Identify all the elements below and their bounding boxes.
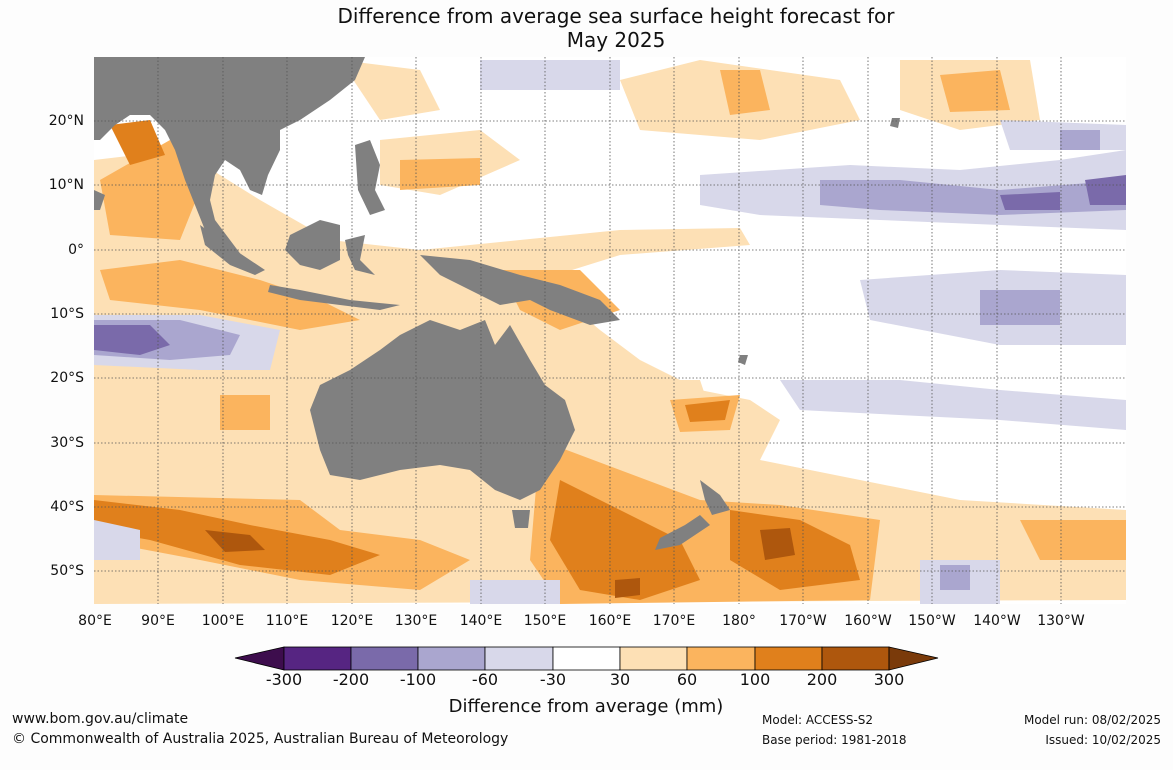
lon-label: 150°E [523,613,567,629]
colorbar-tick-label: -200 [332,670,370,689]
lat-label: 20°N [48,113,84,129]
lon-label: 110°E [265,613,309,629]
colorbar-tick-label: 200 [806,670,838,689]
lat-label: 10°S [50,306,84,322]
title-line-2: May 2025 [566,28,666,52]
colorbar-tick-label: 30 [609,670,631,689]
colorbar-swatch-9 [821,646,890,671]
land-masses [94,57,900,550]
lon-label: 120°E [330,613,374,629]
lon-label: 130°W [1037,613,1085,629]
lat-label: 40°S [50,499,84,515]
colorbar-tick-label: -60 [471,670,499,689]
colorbar-upper-arrow [888,646,939,671]
model-run-text: Model run: 08/02/2025 [1023,713,1161,727]
colorbar-swatch-4 [484,646,554,671]
land-sulawesi [345,235,375,275]
lat-label: 10°N [48,177,84,193]
colorbar-tick-label: -100 [399,670,437,689]
anomaly-neg100-neg200 [94,175,1126,355]
lon-label: 90°E [141,613,175,629]
land-borneo [285,220,340,270]
lon-label: 100°E [201,613,245,629]
colorbar-swatch-6 [619,646,688,671]
lon-label: 160°E [588,613,632,629]
colorbar [234,646,939,671]
title-line-1: Difference from average sea surface heig… [337,4,895,28]
land-australia [310,320,575,500]
lat-label: 0° [68,242,84,258]
lon-label: 170°W [779,613,827,629]
land-tasmania [512,510,530,528]
issued-text: Issued: 10/02/2025 [1045,733,1161,747]
colorbar-tick-label: 300 [873,670,905,689]
colorbar-swatch-8 [754,646,823,671]
chart-title: Difference from average sea surface heig… [0,4,1173,52]
lon-label: 140°W [973,613,1021,629]
colorbar-tick-label: -300 [265,670,303,689]
land-nz-south [655,515,710,550]
graticule [94,57,1126,604]
lat-label: 50°S [50,563,84,579]
land-philippines [355,140,385,215]
colorbar-swatch-5 [552,646,621,671]
colorbar-lower-arrow [234,646,285,671]
colorbar-swatch-3 [417,646,486,671]
lon-label: 180° [722,613,756,629]
copyright-text: © Commonwealth of Australia 2025, Austra… [12,731,509,747]
colorbar-tick-label: 100 [739,670,771,689]
colorbar-tick-label: 60 [676,670,698,689]
lon-label: 80°E [78,613,112,629]
land-new-guinea [420,255,620,325]
lon-label: 160°W [844,613,892,629]
colorbar-swatch-1 [283,646,352,671]
model-text: Model: ACCESS-S2 [762,713,874,727]
land-asia [94,57,365,265]
land-sumatra [200,225,265,275]
lat-label: 30°S [50,435,84,451]
colorbar-tick-label: -30 [539,670,567,689]
lon-label: 170°E [652,613,696,629]
colorbar-swatch-7 [686,646,756,671]
land-india-tip [94,190,105,210]
lat-label: 20°S [50,370,84,386]
land-fiji [738,355,748,365]
website-link[interactable]: www.bom.gov.au/climate [12,711,189,727]
anomaly-200-300 [205,528,795,598]
land-java [268,285,400,310]
land-nz-north [700,480,730,515]
lon-label: 140°E [459,613,503,629]
lon-label: 130°E [394,613,438,629]
base-period-text: Base period: 1981-2018 [762,733,907,747]
colorbar-title: Difference from average (mm) [448,696,724,717]
colorbar-swatch-2 [350,646,419,671]
land-hawaii [890,118,900,128]
lon-label: 150°W [908,613,956,629]
